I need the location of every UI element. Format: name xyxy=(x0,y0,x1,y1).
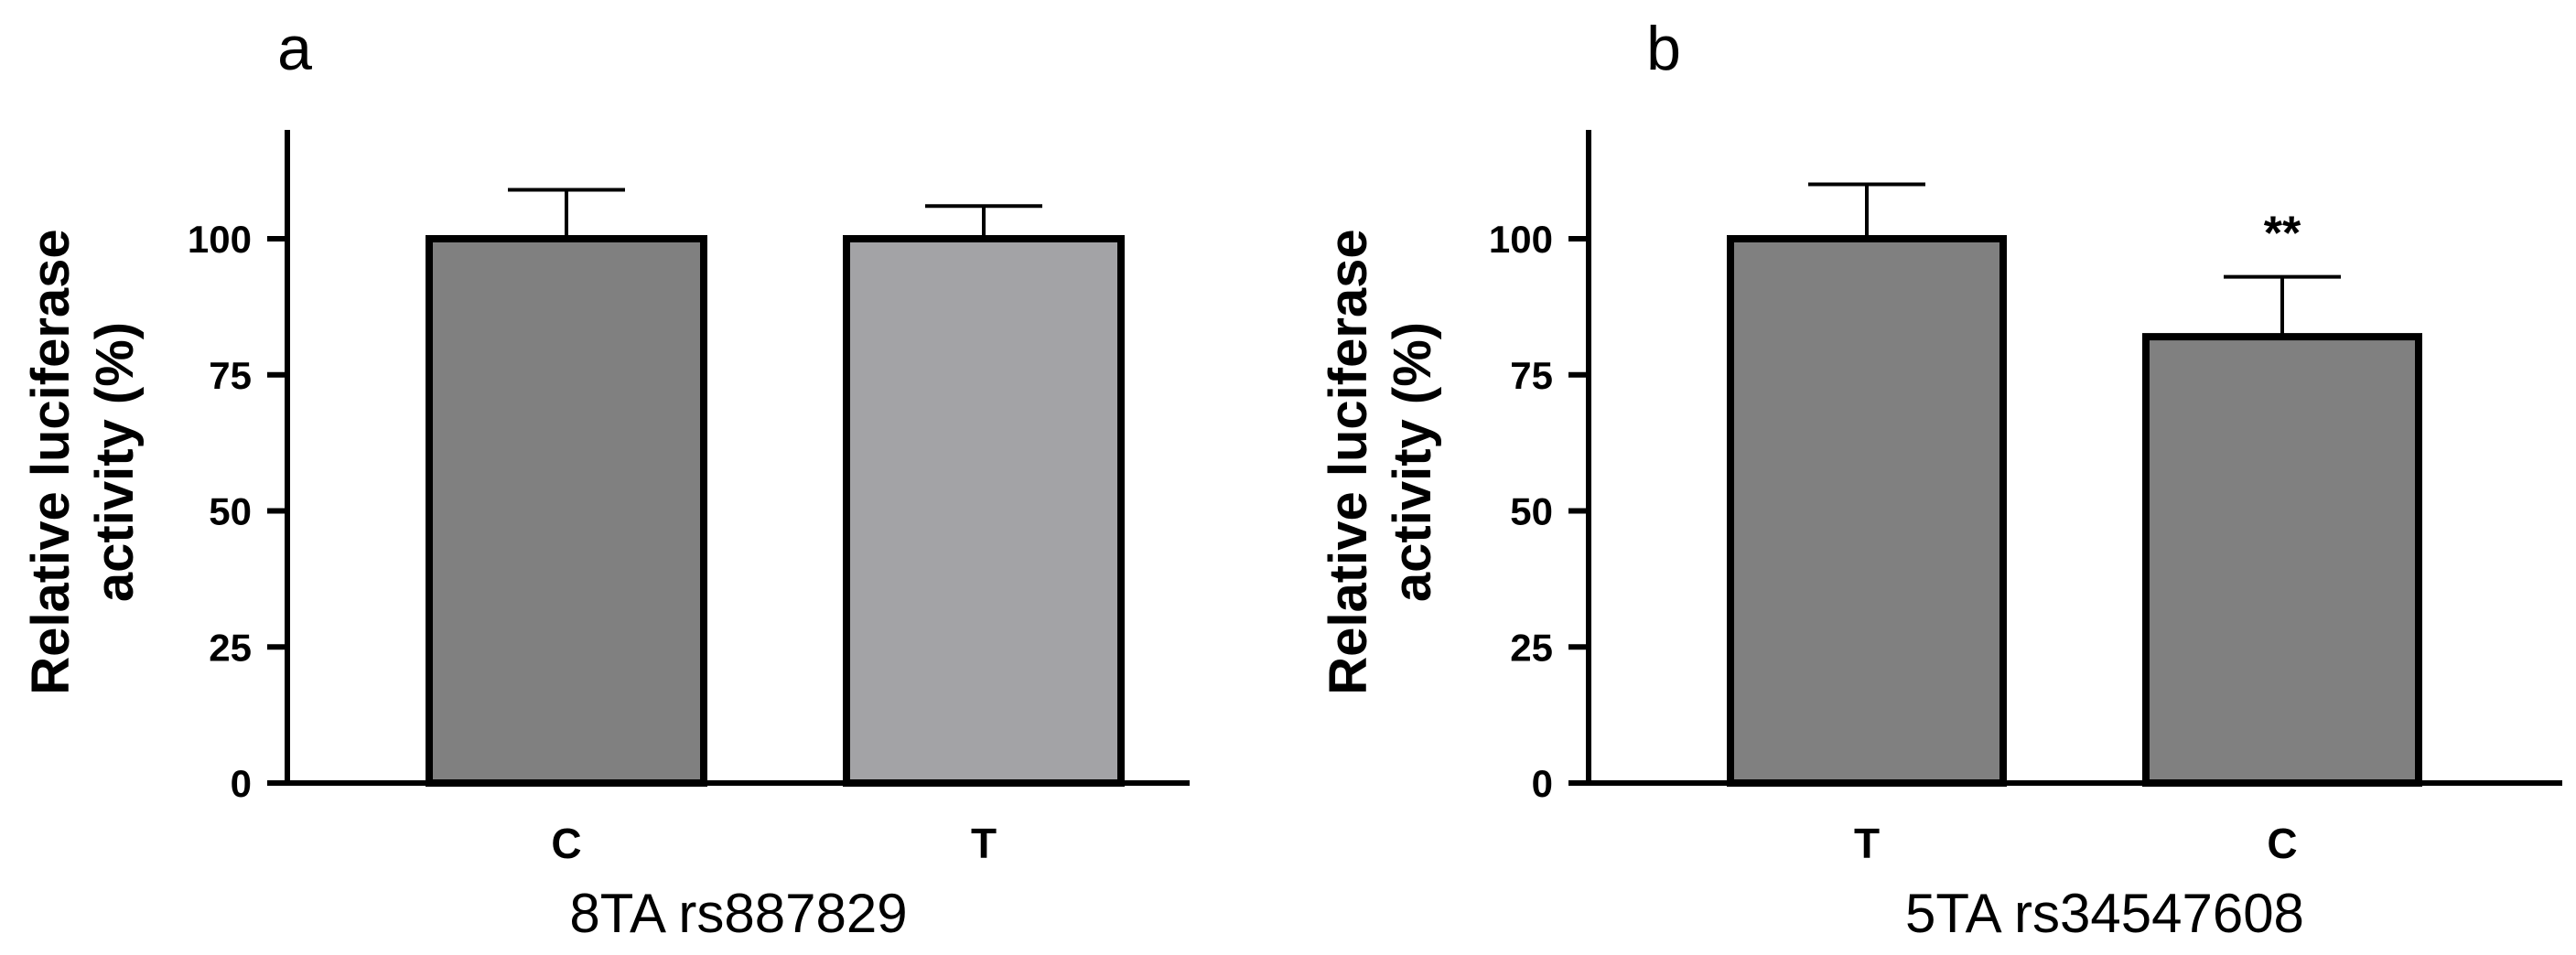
panel-b: b Relative luciferase activity (%) 0 25 50… xyxy=(1319,14,2562,944)
panel-b-bar-T xyxy=(1727,235,2007,787)
panel-b-plot: 0 25 50 75 100 T C ** xyxy=(1489,130,2562,867)
panel-a-xlabel: 8TA rs887829 xyxy=(569,883,907,944)
panel-a-ytick-label: 0 xyxy=(231,762,252,805)
panel-b-ytick-label: 0 xyxy=(1532,762,1553,805)
panel-b-significance-label: ** xyxy=(2264,208,2301,261)
panel-a-ytick-label: 25 xyxy=(209,626,252,669)
panel-a: a Relative luciferase activity (%) 0 25 50… xyxy=(21,14,1190,944)
panel-b-bar-C xyxy=(2142,333,2422,787)
panel-a-ylabel-line1: Relative luciferase xyxy=(21,229,81,694)
panel-b-ytick-label: 25 xyxy=(1510,626,1553,669)
panel-b-letter: b xyxy=(1646,14,1681,83)
panel-a-ytick-label: 75 xyxy=(209,354,252,397)
panel-a-bar-T xyxy=(843,235,1125,787)
panel-b-ylabel-line1: Relative luciferase xyxy=(1319,229,1378,694)
panel-b-category-label: T xyxy=(1854,820,1880,867)
panel-b-ytick-label: 100 xyxy=(1489,218,1553,261)
panel-a-plot: 0 25 50 75 100 C T xyxy=(188,130,1190,867)
panel-a-letter: a xyxy=(277,14,312,83)
panel-a-ytick-label: 100 xyxy=(188,218,252,261)
panel-a-bar-C xyxy=(426,235,707,787)
panel-b-ytick-label: 50 xyxy=(1510,490,1553,533)
panel-a-ylabel-line2: activity (%) xyxy=(85,322,145,602)
panel-a-ytick-label: 50 xyxy=(209,490,252,533)
panel-b-xlabel: 5TA rs34547608 xyxy=(1905,883,2304,944)
panel-a-category-label: C xyxy=(551,820,581,867)
panel-b-ytick-label: 75 xyxy=(1510,354,1553,397)
panel-b-category-label: C xyxy=(2267,820,2297,867)
panel-b-ylabel-line2: activity (%) xyxy=(1383,322,1442,602)
panel-a-category-label: T xyxy=(971,820,997,867)
